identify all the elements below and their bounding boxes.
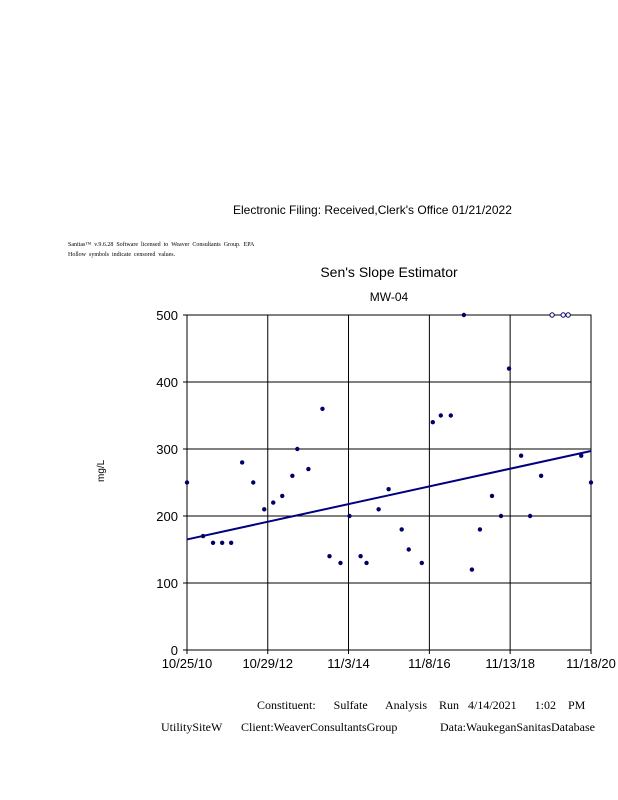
data-point	[477, 527, 483, 532]
data-point	[419, 560, 424, 566]
y-tick-label: 200	[156, 509, 178, 524]
x-tick-label: 10/29/12	[242, 656, 293, 671]
data-point	[376, 507, 381, 512]
data-point	[538, 473, 544, 478]
data-point	[271, 500, 276, 505]
x-tick-label: 11/8/16	[408, 656, 450, 671]
data-point	[448, 413, 454, 418]
y-tick-label: 300	[156, 442, 178, 457]
data-point	[347, 513, 352, 519]
y-tick-label: 0	[171, 643, 178, 658]
data-point	[251, 480, 256, 485]
y-tick-label: 100	[156, 576, 178, 591]
data-point	[184, 480, 190, 485]
client-label: Client:WeaverConsultantsGroup	[241, 720, 398, 734]
license-line: Sanitas™ v.9.6.28 Software licensed to W…	[68, 242, 255, 248]
censored-data-point	[560, 312, 566, 318]
trend-line	[186, 450, 592, 541]
y-tick-label: 400	[156, 375, 178, 390]
data-point	[399, 527, 404, 532]
data-point	[228, 540, 234, 545]
censored-data-point	[565, 312, 571, 318]
data-point	[386, 487, 391, 492]
data-point	[239, 460, 245, 465]
data-point	[320, 406, 325, 411]
data-point	[295, 446, 300, 452]
data-point	[527, 513, 533, 519]
data-point	[489, 493, 495, 499]
plot-frame	[186, 314, 592, 651]
data-point	[406, 547, 411, 552]
chart-subtitle: MW-04	[369, 290, 409, 304]
censored-data-point	[549, 312, 555, 318]
data-point	[280, 493, 285, 499]
data-point	[306, 466, 311, 472]
site-label: UtilitySiteW	[161, 720, 223, 734]
y-tick-label: 500	[156, 308, 178, 323]
x-tick-label: 11/18/20	[566, 656, 616, 671]
chart-title: Sen's Slope Estimator	[320, 264, 458, 280]
data-point	[338, 560, 343, 566]
data-point	[461, 312, 467, 318]
analysis-line: Constituent: Sulfate Analysis Run 4/14/2…	[257, 698, 586, 712]
data-point	[200, 533, 206, 539]
data-point	[430, 420, 435, 425]
data-point	[438, 413, 444, 418]
data-point	[506, 366, 512, 371]
data-point	[290, 473, 295, 478]
filing-stamp: Electronic Filing: Received,Clerk's Offi…	[233, 203, 512, 217]
data-point	[498, 513, 504, 519]
database-label: Data:WaukeganSanitasDatabase	[440, 720, 595, 734]
data-point	[588, 480, 594, 485]
data-point	[358, 554, 363, 559]
data-point	[210, 540, 216, 545]
data-point	[219, 540, 225, 545]
data-point	[518, 453, 524, 458]
censored-note: Hollow symbols indicate censored values.	[68, 252, 176, 258]
x-tick-label: 10/25/10	[162, 656, 213, 671]
data-point	[364, 560, 369, 566]
data-point	[469, 567, 475, 572]
data-point	[327, 554, 332, 559]
data-point	[262, 507, 267, 512]
x-tick-label: 11/13/18	[485, 656, 535, 671]
x-tick-label: 11/3/14	[327, 656, 369, 671]
data-point	[579, 453, 584, 458]
